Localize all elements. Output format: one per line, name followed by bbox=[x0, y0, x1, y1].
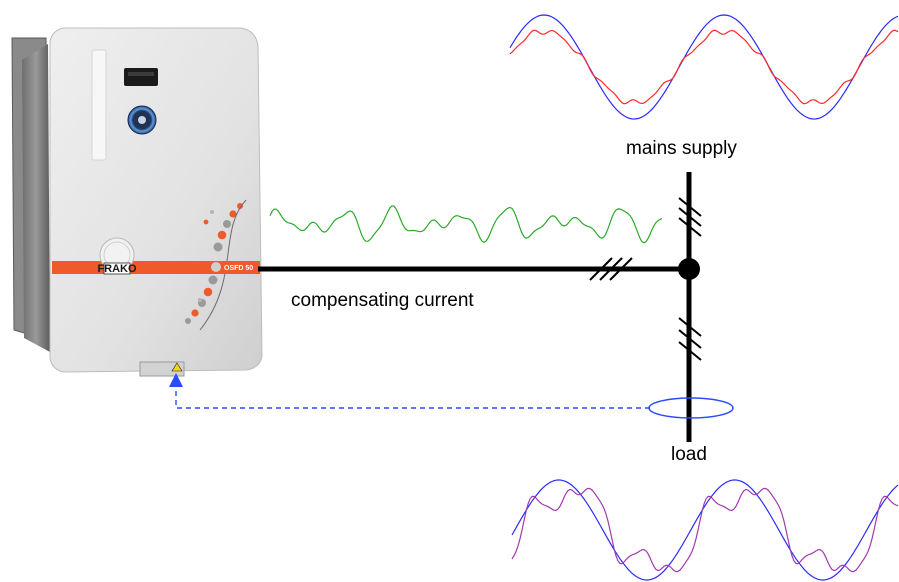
mains-waveforms bbox=[509, 14, 899, 120]
device-decorative-dots bbox=[185, 199, 247, 331]
sensor-signal-line bbox=[169, 373, 650, 409]
mains-voltage-wave bbox=[509, 14, 899, 120]
circuit-lines bbox=[169, 172, 734, 442]
mains-supply-label: mains supply bbox=[626, 138, 737, 159]
device-display bbox=[124, 68, 158, 86]
junction-node bbox=[678, 258, 700, 280]
load-label: load bbox=[671, 444, 707, 465]
warning-icon bbox=[171, 362, 183, 372]
device-side-panel bbox=[22, 44, 50, 352]
compensating-current-wave bbox=[269, 205, 663, 244]
frako-logo: FRAKO bbox=[97, 237, 137, 275]
three-phase-marks-horizontal bbox=[589, 257, 633, 281]
svg-text:FRAKO: FRAKO bbox=[97, 263, 137, 275]
frako-filter-device: FRAKO OSFD 50 bbox=[11, 27, 263, 377]
device-model-label: OSFD 50 bbox=[224, 265, 253, 272]
device-connector-box bbox=[139, 361, 185, 377]
device-model-dot bbox=[211, 262, 221, 272]
load-waveforms bbox=[511, 479, 899, 581]
mains-current-wave bbox=[509, 29, 899, 105]
three-phase-marks-upper bbox=[678, 197, 702, 237]
device-light-strip bbox=[91, 49, 107, 161]
compensating-current-label: compensating current bbox=[291, 290, 474, 311]
load-voltage-wave bbox=[511, 479, 899, 581]
three-phase-marks-lower bbox=[678, 317, 702, 361]
load-current-wave bbox=[511, 487, 899, 573]
